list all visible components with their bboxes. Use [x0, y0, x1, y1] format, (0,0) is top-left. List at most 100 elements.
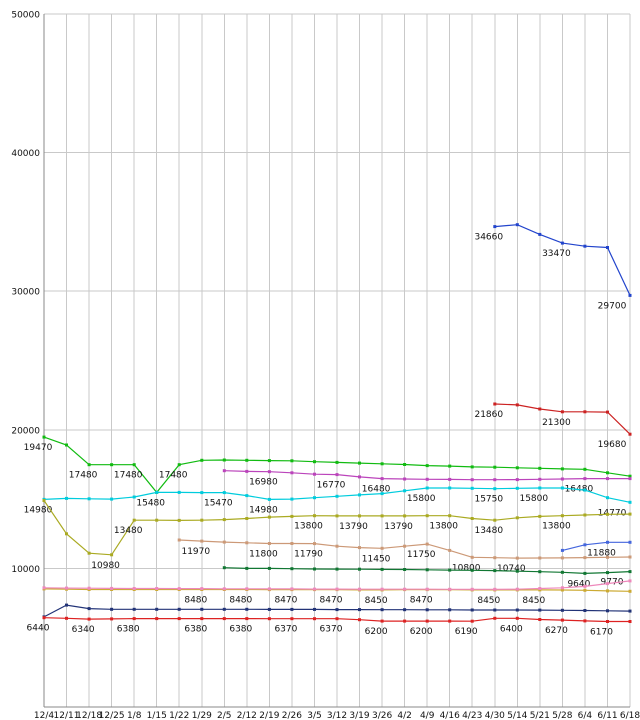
data-point [606, 246, 609, 249]
data-point [606, 620, 609, 623]
data-point [606, 555, 609, 559]
data-point [177, 607, 181, 611]
data-point [380, 619, 384, 623]
data-point [290, 617, 294, 621]
data-point [87, 551, 91, 555]
data-label: 13790 [384, 522, 413, 532]
data-label: 6440 [27, 624, 50, 634]
data-point [515, 478, 519, 482]
data-point [380, 546, 384, 550]
data-point [335, 473, 339, 477]
data-point [358, 514, 361, 518]
series-red-high: 21860 21300 19680 [474, 402, 632, 450]
data-point [380, 567, 384, 571]
data-label: 17480 [114, 471, 143, 481]
data-label: 11880 [587, 548, 616, 558]
data-label: 11450 [362, 554, 391, 564]
x-axis-tick-label: 12/18 [76, 711, 102, 720]
data-point [313, 567, 316, 571]
data-point [110, 586, 114, 590]
series-pink [42, 579, 632, 591]
data-point [425, 542, 429, 546]
data-point [470, 555, 474, 559]
x-axis-tick-label: 1/22 [169, 711, 189, 720]
data-point [222, 469, 226, 473]
data-point [267, 459, 271, 463]
data-point [606, 496, 609, 500]
data-point [583, 543, 587, 547]
data-point [110, 497, 114, 501]
data-point [313, 472, 316, 476]
data-label: 15750 [474, 495, 503, 505]
data-point [560, 477, 564, 481]
x-axis-tick-label: 4/2 [397, 711, 411, 720]
data-point [380, 477, 384, 481]
data-point [313, 514, 316, 518]
data-label: 13480 [114, 526, 143, 536]
data-label: 14770 [598, 508, 627, 518]
data-label: 8450 [477, 596, 500, 606]
data-label: 11800 [249, 550, 278, 560]
data-label: 15800 [407, 494, 436, 504]
x-axis-tick-label: 6/4 [578, 711, 593, 720]
data-point [403, 463, 407, 466]
data-point [132, 495, 136, 499]
data-point [245, 469, 249, 473]
data-point [515, 403, 519, 407]
series-blue-high: 34660 33470 29700 [474, 223, 632, 311]
data-label: 10980 [91, 561, 120, 571]
data-point [560, 486, 564, 490]
y-axis-tick-label: 10000 [11, 565, 40, 575]
x-axis-tick-label: 6/18 [620, 711, 640, 720]
data-point [448, 587, 452, 591]
data-point [87, 607, 91, 611]
data-point [380, 608, 384, 612]
data-point [132, 518, 136, 522]
series-line [562, 541, 630, 551]
data-label: 6200 [365, 627, 388, 637]
x-axis-tick-label: 3/5 [307, 711, 321, 720]
data-point [245, 458, 249, 462]
data-point [583, 410, 587, 414]
data-point [267, 470, 271, 474]
x-axis-tick-label: 2/26 [282, 711, 302, 720]
x-axis-tick-label: 12/4 [34, 711, 54, 720]
x-axis-tick-label: 6/11 [597, 711, 617, 720]
x-axis-tick-label: 4/16 [440, 711, 460, 720]
x-axis-tick-label: 2/19 [259, 711, 279, 720]
series-red-bottom: 6440 6340 6380 6380 6380 6370 6370 6200 6200 6190… [27, 616, 632, 638]
data-point [515, 616, 519, 620]
data-point [358, 608, 361, 612]
data-label: 15480 [136, 498, 165, 508]
data-point [448, 568, 452, 572]
data-label: 13480 [474, 526, 503, 536]
data-point [132, 617, 136, 621]
data-point [65, 616, 68, 620]
x-axis-tick-label: 1/29 [192, 711, 212, 720]
data-point [313, 587, 316, 591]
data-point [538, 407, 542, 411]
data-point [425, 587, 429, 591]
data-point [358, 493, 361, 497]
data-point [87, 463, 91, 467]
data-point [606, 540, 609, 544]
series-olive: 10980 13480 13800 13790 13790 13800 13480 13800 [42, 499, 632, 571]
data-point [538, 466, 542, 470]
data-point [380, 492, 384, 496]
data-point [110, 463, 114, 467]
x-axis-tick-label: 1/8 [127, 711, 142, 720]
data-label: 16770 [317, 481, 346, 491]
data-point [628, 474, 632, 478]
data-point [403, 514, 407, 518]
data-label: 17480 [69, 471, 98, 481]
data-point [560, 570, 564, 574]
data-point [42, 586, 46, 590]
data-point [538, 608, 542, 612]
data-point [132, 463, 136, 467]
data-label: 15470 [204, 499, 233, 509]
data-label: 9640 [567, 579, 590, 589]
data-point [470, 517, 474, 520]
x-axis-tick-label: 12/11 [54, 711, 80, 720]
data-label: 13800 [542, 522, 571, 532]
